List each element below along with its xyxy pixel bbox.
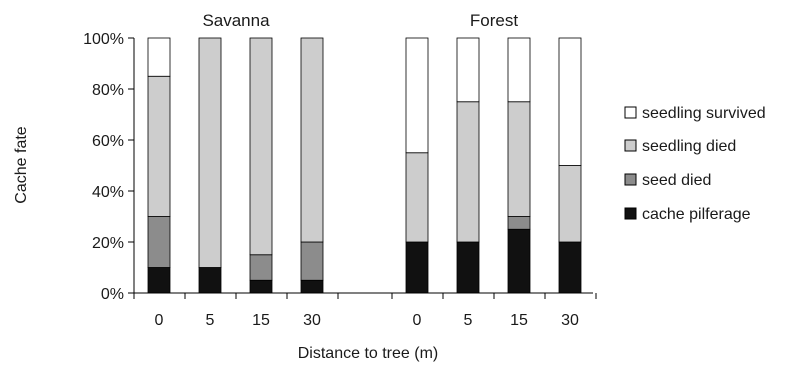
y-axis: 0% 20% 40% 60% 80% 100% (83, 31, 135, 303)
bar-segment-seedling-died (405, 152, 429, 243)
legend-swatch (624, 173, 637, 186)
bar-segment-seedling-died (249, 37, 273, 256)
bar-segment-seedling-died (558, 165, 582, 243)
bar-segment-seedling-died (198, 37, 222, 268)
panel-title-forest: Forest (470, 11, 518, 30)
x-tick-label: 5 (206, 312, 215, 329)
x-axis: 0 5 15 30 0 5 15 30 (133, 292, 597, 329)
y-tick-label: 60% (92, 133, 124, 150)
x-tick-label: 0 (413, 312, 422, 329)
y-tick-label: 80% (92, 82, 124, 99)
bars (147, 37, 582, 294)
panel-title-savanna: Savanna (202, 11, 270, 30)
x-tick-label: 0 (155, 312, 164, 329)
x-tick-label: 30 (561, 312, 579, 329)
y-axis-title: Cache fate (13, 126, 30, 203)
bar-segment-cache-pilferage (405, 241, 429, 294)
legend-swatch (624, 139, 637, 152)
bar-segment-seedling-survived (147, 37, 171, 77)
bar-segment-seedling-survived (558, 37, 582, 166)
bar-segment-seedling-died (147, 75, 171, 217)
bar-segment-cache-pilferage (300, 279, 324, 294)
bar-segment-cache-pilferage (198, 267, 222, 294)
bar-segment-seedling-died (456, 101, 480, 243)
bar-segment-seedling-died (507, 101, 531, 217)
legend: seedling survived seedling died seed died c… (624, 105, 766, 223)
bar-segment-seed-died (300, 241, 324, 281)
legend-label: seedling died (642, 138, 736, 155)
legend-swatch (624, 207, 637, 220)
y-tick-label: 40% (92, 184, 124, 201)
bar-segment-cache-pilferage (507, 228, 531, 294)
x-tick-label: 5 (464, 312, 473, 329)
legend-label: cache pilferage (642, 206, 751, 223)
bar-segment-seed-died (249, 254, 273, 281)
x-tick-label: 15 (510, 312, 528, 329)
bar-segment-cache-pilferage (249, 279, 273, 294)
bar-segment-seedling-survived (456, 37, 480, 103)
y-tick-label: 100% (83, 31, 124, 48)
y-tick-label: 20% (92, 235, 124, 252)
legend-label: seed died (642, 172, 711, 189)
bar-segment-cache-pilferage (558, 241, 582, 294)
legend-swatch (624, 106, 637, 119)
bar-segment-cache-pilferage (456, 241, 480, 294)
legend-label: seedling survived (642, 105, 766, 122)
y-tick-label: 0% (101, 286, 124, 303)
bar-segment-seed-died (507, 216, 531, 230)
bar-segment-seedling-died (300, 37, 324, 243)
x-tick-label: 15 (252, 312, 270, 329)
x-axis-title: Distance to tree (m) (298, 345, 438, 362)
bar-segment-seed-died (147, 216, 171, 268)
panel-titles: Savanna Forest (202, 11, 518, 30)
x-tick-label: 30 (303, 312, 321, 329)
bar-segment-cache-pilferage (147, 267, 171, 294)
bar-segment-seedling-survived (405, 37, 429, 154)
bar-segment-seedling-survived (507, 37, 531, 103)
